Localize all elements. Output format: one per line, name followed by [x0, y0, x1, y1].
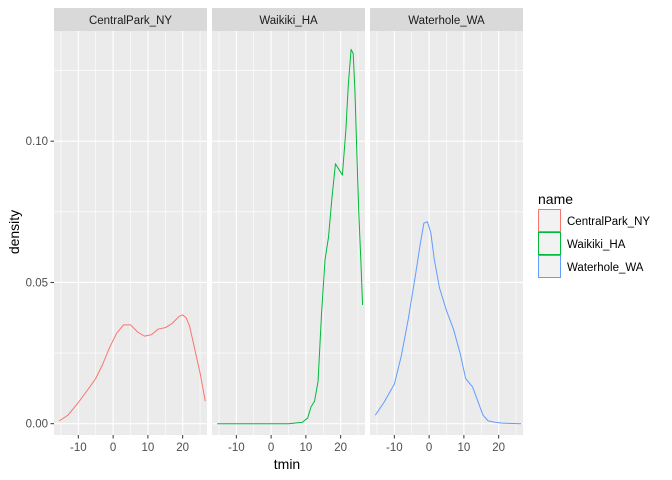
- x-tick-label: -10: [228, 442, 245, 454]
- legend-label: Waikiki_HA: [567, 239, 626, 251]
- x-tick-label: 10: [457, 442, 470, 454]
- strip-background: [54, 8, 207, 31]
- legend-item-Waikiki_HA: Waikiki_HA: [538, 232, 626, 255]
- legend-items: CentralPark_NY Waikiki_HA Waterhole_WA: [538, 209, 650, 278]
- strip-background: [370, 8, 523, 31]
- x-tick-label: -10: [386, 442, 403, 454]
- legend-item-Waterhole_WA: Waterhole_WA: [538, 255, 644, 278]
- x-axis-title: tmin: [274, 456, 300, 472]
- x-tick-label: 20: [176, 442, 189, 454]
- legend-item-CentralPark_NY: CentralPark_NY: [538, 209, 650, 232]
- strip-label: Waterhole_WA: [408, 15, 485, 27]
- strip-label: Waikiki_HA: [259, 15, 318, 27]
- x-tick-label: 10: [299, 442, 312, 454]
- panel-0: CentralPark_NY -10 0 10 20: [54, 8, 207, 454]
- panels-layer: CentralPark_NY -10 0 10 20 Waikiki_HA -10 0 10 20…: [54, 8, 523, 454]
- legend-key: [538, 232, 561, 255]
- legend-key: [538, 209, 561, 232]
- density-line-Waterhole_WA: [374, 221, 522, 425]
- x-tick-label: 0: [268, 442, 274, 454]
- x-tick-label: 0: [110, 442, 116, 454]
- legend-label: CentralPark_NY: [567, 216, 650, 228]
- strip-background: [212, 8, 365, 31]
- x-tick-label: 10: [141, 442, 154, 454]
- x-tick-label: 0: [426, 442, 432, 454]
- x-tick-label: 20: [334, 442, 347, 454]
- y-tick-label: 0.10: [26, 136, 48, 148]
- density-line-CentralPark_NY: [58, 314, 206, 422]
- x-tick-label: -10: [70, 442, 87, 454]
- density-line-Waikiki_HA: [217, 48, 364, 425]
- legend: name CentralPark_NY Waikiki_HA Waterhole_W…: [538, 191, 650, 278]
- panel-2: Waterhole_WA -10 0 10 20: [370, 8, 523, 454]
- y-tick-label: 0.05: [26, 277, 48, 289]
- y-tick-label: 0.00: [26, 419, 48, 431]
- legend-title: name: [538, 191, 573, 207]
- x-tick-label: 20: [492, 442, 505, 454]
- legend-label: Waterhole_WA: [567, 262, 644, 274]
- y-axis: 0.00 0.05 0.10: [26, 136, 54, 431]
- y-axis-title: density: [6, 210, 22, 254]
- legend-key: [538, 255, 561, 278]
- panel-1: Waikiki_HA -10 0 10 20: [212, 8, 365, 454]
- strip-label: CentralPark_NY: [89, 15, 172, 27]
